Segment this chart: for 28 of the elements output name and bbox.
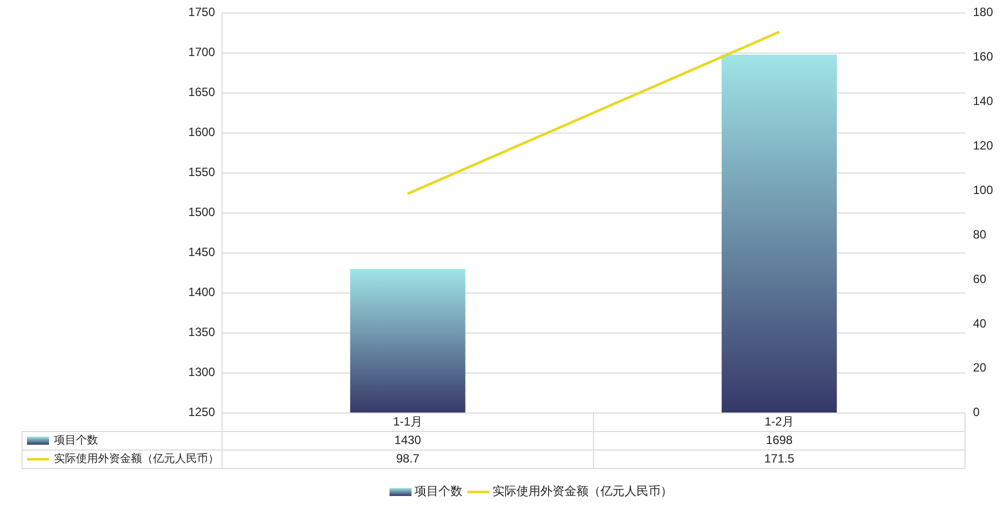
- y2-tick-label: 160: [973, 50, 994, 64]
- legend-label: 项目个数: [414, 484, 462, 498]
- x-tick-label: 1-2月: [764, 414, 794, 428]
- y2-tick-label: 60: [973, 272, 987, 286]
- y2-tick-label: 100: [973, 182, 994, 197]
- x-tick-label: 1-1月: [393, 414, 422, 428]
- y-tick-label: 1750: [188, 5, 216, 20]
- y2-tick-label: 0: [973, 405, 980, 420]
- data-label: 1698: [766, 432, 793, 447]
- legend-label: 实际使用外资金额（亿元人民币）: [492, 484, 672, 498]
- data-label: 171.5: [764, 451, 795, 466]
- y-tick-label: 1450: [188, 245, 216, 260]
- y-tick-label: 1650: [188, 85, 216, 100]
- y-tick-label: 1300: [188, 365, 216, 380]
- y-tick-label: 1700: [188, 45, 216, 60]
- y-tick-label: 1350: [188, 325, 216, 340]
- y2-tick-label: 40: [973, 316, 987, 330]
- y2-tick-label: 80: [973, 227, 987, 242]
- y-tick-label: 1600: [188, 125, 216, 140]
- data-label: 1430: [394, 432, 422, 447]
- y-tick-label: 1500: [188, 205, 216, 220]
- y2-tick-label: 120: [973, 138, 994, 153]
- y2-tick-label: 20: [973, 360, 987, 375]
- data-label: 98.7: [396, 451, 420, 466]
- y2-tick-label: 140: [973, 94, 994, 108]
- y-tick-label: 1550: [188, 165, 216, 180]
- y-tick-label: 1400: [188, 285, 216, 300]
- y2-tick-label: 180: [973, 5, 994, 20]
